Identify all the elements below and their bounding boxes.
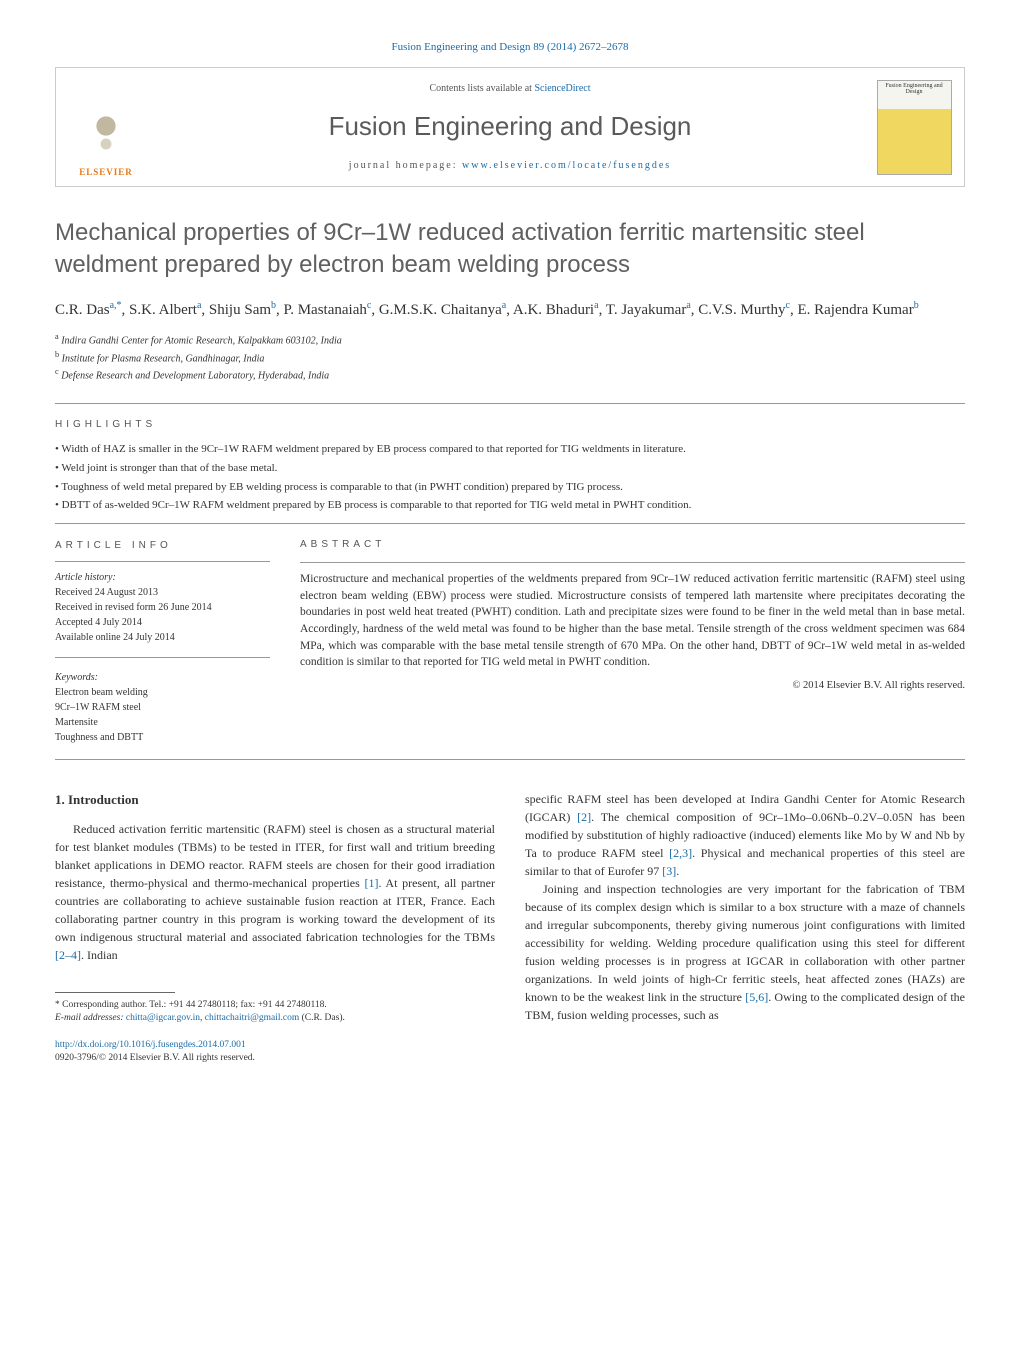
issn-copyright: 0920-3796/© 2014 Elsevier B.V. All right… [55,1053,255,1063]
divider [55,657,270,658]
highlights-heading: HIGHLIGHTS [55,418,965,432]
article-info: ARTICLE INFO Article history: Received 2… [55,538,270,745]
masthead-center: Contents lists available at ScienceDirec… [156,68,864,186]
homepage-prefix: journal homepage: [349,160,462,171]
divider [300,562,965,563]
column-left: 1. Introduction Reduced activation ferri… [55,790,495,1066]
cover-thumb-title: Fusion Engineering and Design [878,81,951,98]
highlight-item: Weld joint is stronger than that of the … [55,459,965,478]
footnotes: * Corresponding author. Tel.: +91 44 274… [55,999,495,1026]
citation-header: Fusion Engineering and Design 89 (2014) … [55,40,965,55]
email-link-1[interactable]: chitta@igcar.gov.in [126,1013,200,1023]
intro-para-1: Reduced activation ferritic martensitic … [55,820,495,964]
keyword: Martensite [55,715,270,730]
affiliation-b: b Institute for Plasma Research, Gandhin… [55,349,965,366]
divider [55,403,965,404]
highlight-item: DBTT of as-welded 9Cr–1W RAFM weldment p… [55,496,965,515]
publisher-logo-block: ELSEVIER [56,68,156,186]
affiliation-a: a Indira Gandhi Center for Atomic Resear… [55,331,965,348]
abstract-section: ABSTRACT Microstructure and mechanical p… [300,538,965,745]
authors-list: C.R. Dasa,*, S.K. Alberta, Shiju Samb, P… [55,298,965,322]
doi-block: http://dx.doi.org/10.1016/j.fusengdes.20… [55,1039,495,1066]
journal-masthead: ELSEVIER Contents lists available at Sci… [55,67,965,187]
affiliation-c: c Defense Research and Development Labor… [55,366,965,383]
intro-para-3: Joining and inspection technologies are … [525,880,965,1024]
cover-thumb-block: Fusion Engineering and Design [864,68,964,186]
highlight-item: Toughness of weld metal prepared by EB w… [55,478,965,497]
column-right: specific RAFM steel has been developed a… [525,790,965,1066]
info-abstract-row: ARTICLE INFO Article history: Received 2… [55,523,965,760]
journal-name: Fusion Engineering and Design [329,108,692,144]
affiliations: a Indira Gandhi Center for Atomic Resear… [55,331,965,383]
publisher-label: ELSEVIER [79,166,133,179]
intro-para-2: specific RAFM steel has been developed a… [525,790,965,880]
history-online: Available online 24 July 2014 [55,630,270,645]
homepage-link[interactable]: www.elsevier.com/locate/fusengdes [462,160,671,171]
history-label: Article history: [55,570,270,585]
history-received: Received 24 August 2013 [55,585,270,600]
intro-heading: 1. Introduction [55,790,495,810]
keyword: Toughness and DBTT [55,730,270,745]
keyword: 9Cr–1W RAFM steel [55,700,270,715]
footnote-separator [55,992,175,993]
email-link-2[interactable]: chittachaitri@gmail.com [205,1013,299,1023]
keyword: Electron beam welding [55,685,270,700]
article-title: Mechanical properties of 9Cr–1W reduced … [55,217,965,279]
corresponding-author: * Corresponding author. Tel.: +91 44 274… [55,999,495,1012]
highlights-list: Width of HAZ is smaller in the 9Cr–1W RA… [55,440,965,515]
contents-line: Contents lists available at ScienceDirec… [429,82,590,96]
highlights-section: HIGHLIGHTS Width of HAZ is smaller in th… [55,418,965,515]
journal-homepage: journal homepage: www.elsevier.com/locat… [349,159,671,173]
abstract-heading: ABSTRACT [300,538,965,552]
article-info-heading: ARTICLE INFO [55,538,270,553]
history-accepted: Accepted 4 July 2014 [55,615,270,630]
journal-cover-thumbnail: Fusion Engineering and Design [877,80,952,175]
contents-prefix: Contents lists available at [429,83,534,94]
doi-link[interactable]: http://dx.doi.org/10.1016/j.fusengdes.20… [55,1040,246,1050]
keywords-label: Keywords: [55,670,270,685]
history-revised: Received in revised form 26 June 2014 [55,600,270,615]
copyright-line: © 2014 Elsevier B.V. All rights reserved… [300,679,965,694]
body-columns: 1. Introduction Reduced activation ferri… [55,790,965,1066]
elsevier-tree-icon [76,102,136,162]
sciencedirect-link[interactable]: ScienceDirect [534,83,590,94]
highlight-item: Width of HAZ is smaller in the 9Cr–1W RA… [55,440,965,459]
email-line: E-mail addresses: chitta@igcar.gov.in, c… [55,1012,495,1025]
divider [55,561,270,562]
abstract-body: Microstructure and mechanical properties… [300,571,965,671]
